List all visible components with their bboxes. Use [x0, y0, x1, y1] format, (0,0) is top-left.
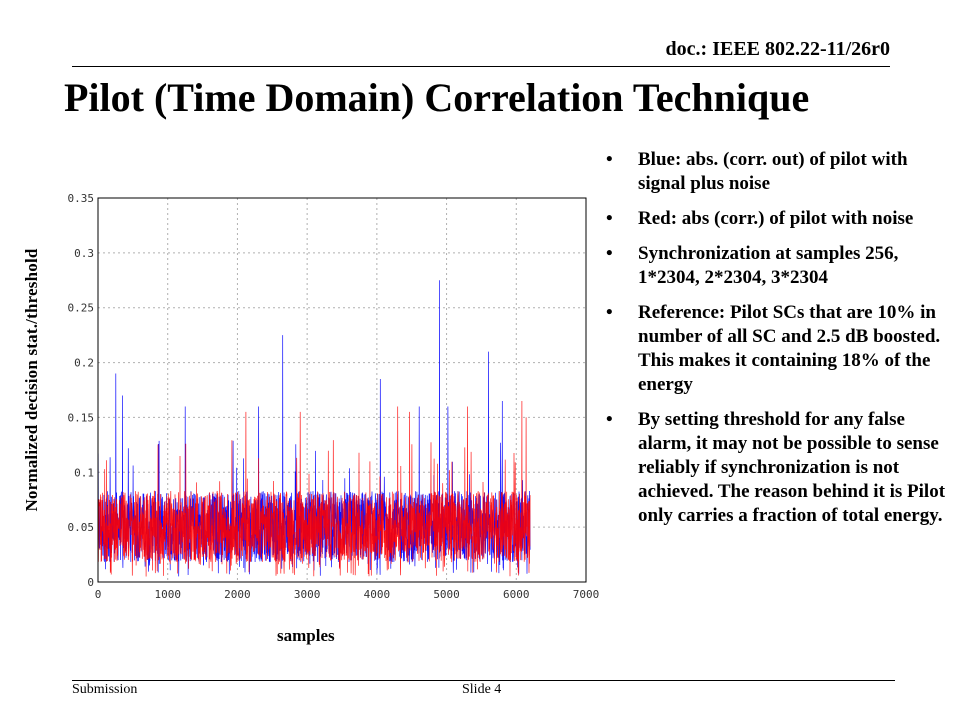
footer-divider: [72, 680, 895, 681]
x-tick-label: 0: [95, 588, 102, 601]
bullet-list: Blue: abs. (corr. out) of pilot with sig…: [606, 148, 951, 539]
plot-frame: [97, 197, 587, 583]
y-tick-label: 0.15: [68, 411, 95, 424]
bullet-item-red: Red: abs (corr.) of pilot with noise: [606, 207, 951, 231]
y-tick-label: 0.3: [74, 247, 94, 260]
slide-title: Pilot (Time Domain) Correlation Techniqu…: [64, 75, 810, 120]
bullet-item-blue: Blue: abs. (corr. out) of pilot with sig…: [606, 148, 951, 196]
y-tick-label: 0.25: [68, 302, 95, 315]
x-tick-label: 3000: [294, 588, 321, 601]
bullet-item-sync: Synchronization at samples 256, 1*2304, …: [606, 242, 951, 290]
x-tick-label: 5000: [433, 588, 460, 601]
x-axis-label: samples: [277, 626, 335, 645]
y-tick-label: 0.2: [74, 357, 94, 370]
x-tick-label: 2000: [224, 588, 251, 601]
footer-slide-number: Slide 4: [462, 682, 502, 697]
bullet-item-threshold: By setting threshold for any false alarm…: [606, 408, 951, 528]
header-divider: [72, 66, 890, 67]
bullet-item-reference: Reference: Pilot SCs that are 10% in num…: [606, 301, 951, 397]
x-tick-label: 7000: [573, 588, 600, 601]
y-axis-label: Normalized decision stat./threshold: [22, 248, 41, 512]
x-tick-label: 6000: [503, 588, 530, 601]
y-tick-label: 0: [87, 576, 94, 589]
y-tick-label: 0.05: [68, 521, 95, 534]
y-tick-label: 0.35: [68, 192, 95, 205]
series-noise-line: [97, 400, 531, 577]
x-tick-label: 1000: [154, 588, 181, 601]
x-tick-label: 4000: [364, 588, 391, 601]
footer-submission: Submission: [72, 682, 138, 697]
correlation-chart: 0 1000 2000 3000 4000 5000 6000 7000 0 0.05 0.1 0.1…: [68, 192, 600, 601]
y-tick-label: 0.1: [74, 466, 94, 479]
document-id: doc.: IEEE 802.22-11/26r0: [665, 38, 890, 60]
